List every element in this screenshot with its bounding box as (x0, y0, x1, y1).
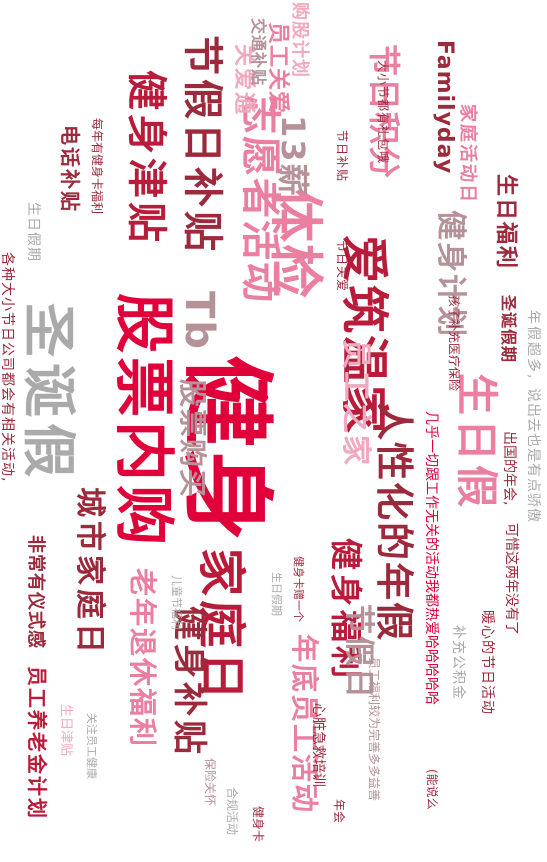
cloud-word: 健身津贴 (123, 70, 169, 246)
cloud-word: 补充公积金 (450, 625, 466, 700)
cloud-word: 生日假 (452, 373, 501, 512)
cloud-word: 员工养老金计划 (25, 666, 49, 820)
cloud-word: 非常有仪式感 (25, 535, 46, 649)
cloud-word: 生日假期 (25, 202, 41, 262)
cloud-word: 人性化的年假 (372, 402, 416, 643)
cloud-word: 可惜这两年没有了 (503, 523, 519, 635)
cloud-word: 员工关爱 (265, 22, 290, 115)
cloud-word: 儿童节福利 (170, 575, 183, 630)
cloud-word: 健身卡 (251, 806, 265, 843)
cloud-word: 交通补贴 (249, 18, 268, 87)
cloud-word: 暖心的节日活动 (479, 610, 495, 715)
cloud-word: 股票购买 (176, 379, 209, 500)
cloud-word: 生日福利 (493, 174, 518, 271)
cloud-word: 保险关怀 (203, 758, 217, 807)
cloud-word: 家庭活动日 (457, 104, 478, 204)
cloud-word: 生日假期 (270, 572, 283, 616)
cloud-word: 圣诞假期 (499, 295, 518, 364)
cloud-word: 员工福利较为完善多多益善 (367, 657, 381, 802)
cloud-word: 几乎一切跟工作无关的活动我都热爱哈哈哈哈哈 (423, 411, 439, 705)
cloud-word: 出国的年会, (501, 431, 517, 506)
cloud-word: 生日津贴 (58, 704, 73, 757)
cloud-word: 电话补贴 (58, 125, 82, 213)
cloud-word: 孩子补充医疗保险 (447, 295, 461, 392)
cloud-word: 合规活动 (225, 787, 239, 836)
cloud-word: 城市家庭日 (72, 487, 107, 657)
cloud-word: 关注员工健康 (85, 713, 98, 779)
cloud-word: 13薪 (274, 115, 312, 198)
cloud-word: 员工之家 (338, 339, 373, 467)
cloud-word: Familyday (432, 40, 457, 175)
cloud-word: 心脏急救培训 (310, 703, 326, 787)
cloud-word: 股票内购 (108, 293, 178, 549)
cloud-word: (能说么 (425, 769, 439, 810)
cloud-word: Tb (176, 291, 222, 351)
cloud-word: 说出去也是有点骄傲 (525, 388, 541, 523)
cloud-word: 节日关爱 (335, 240, 349, 293)
cloud-word: 年会 (332, 799, 346, 824)
cloud-word: 年假超多, (525, 310, 541, 381)
cloud-word: 大小节都有礼包哦 (376, 60, 390, 165)
cloud-word: 节假日补贴 (179, 35, 225, 255)
cloud-word: 节日补贴 (335, 130, 349, 183)
cloud-word: 圣诞假 (17, 303, 80, 483)
cloud-word: 健身卡赠一个 (292, 556, 305, 622)
cloud-word: 老年退休福利 (126, 568, 159, 749)
cloud-word: 每年有健身卡福利 (90, 118, 104, 215)
cloud-word: 各种大小节日公司都会有相关活动, (0, 252, 15, 483)
cloud-word: 购股计划 (289, 2, 310, 78)
